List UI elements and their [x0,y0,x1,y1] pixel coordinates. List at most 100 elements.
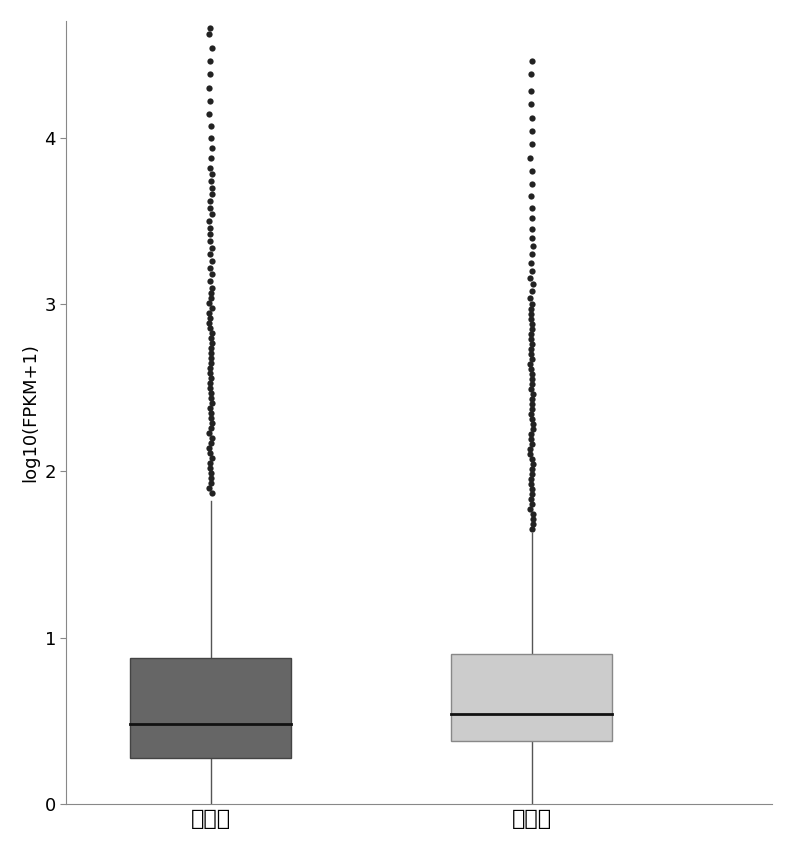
Point [526,317,538,331]
Point [203,296,216,309]
Point [205,421,217,434]
Bar [451,654,611,741]
Point [203,441,216,455]
Point [206,181,219,195]
Point [203,315,216,329]
Point [526,412,538,426]
Bar [131,658,291,757]
Point [205,450,218,464]
Point [526,353,538,366]
Point [525,487,538,501]
Point [203,27,216,41]
Point [525,313,538,326]
Point [205,119,217,133]
Point [204,360,216,374]
Point [205,150,217,164]
Point [524,332,537,346]
Point [524,443,537,456]
Point [523,150,536,164]
Point [204,400,216,414]
Point [525,256,538,269]
Point [205,41,218,54]
Point [526,264,538,278]
Point [205,416,218,429]
Point [527,457,539,471]
Point [526,483,538,496]
Point [205,241,218,254]
Point [204,194,216,207]
Point [527,239,539,252]
Point [205,386,217,400]
Point [524,478,537,491]
Point [205,436,217,450]
Point [205,466,217,479]
Point [527,422,539,436]
Point [526,298,538,311]
Point [205,341,217,354]
Point [525,382,538,396]
Point [203,426,216,439]
Point [203,107,216,121]
Point [204,461,216,474]
Point [205,476,217,490]
Point [205,351,217,365]
Point [526,201,538,214]
Point [527,507,539,521]
Point [206,431,219,445]
Point [526,211,538,224]
Point [204,221,216,235]
Point [205,326,218,339]
Point [524,291,537,304]
Point [205,286,217,299]
Point [203,274,216,287]
Point [525,337,538,351]
Point [526,247,538,261]
Point [205,391,218,405]
Point [203,456,216,469]
Point [525,492,538,506]
Point [204,320,216,334]
Point [205,405,218,419]
Point [524,303,537,316]
Point [204,67,216,81]
Point [526,468,538,481]
Point [526,110,538,124]
Point [205,346,217,360]
Point [205,331,217,344]
Point [205,471,218,484]
Point [526,438,538,451]
Point [525,398,538,411]
Point [527,388,539,401]
Point [525,164,538,178]
Point [527,277,539,291]
Point [526,284,538,298]
Point [524,407,537,421]
Point [205,167,218,181]
Point [205,174,217,188]
Point [204,161,216,174]
Point [205,141,218,155]
Point [525,98,538,111]
Point [525,348,538,361]
Point [526,372,538,386]
Point [204,247,216,261]
Point [525,327,538,341]
Point [525,84,538,98]
Point [205,280,218,294]
Point [523,447,536,461]
Point [204,54,216,68]
Y-axis label: log10(FPKM+1): log10(FPKM+1) [21,343,39,482]
Point [204,94,216,108]
Point [523,502,536,516]
Point [203,445,216,459]
Point [526,223,538,236]
Point [204,234,216,247]
Point [526,393,538,406]
Point [524,433,537,446]
Point [205,396,218,410]
Point [203,81,216,94]
Point [204,20,216,34]
Point [526,367,538,381]
Point [203,201,216,214]
Point [524,428,537,441]
